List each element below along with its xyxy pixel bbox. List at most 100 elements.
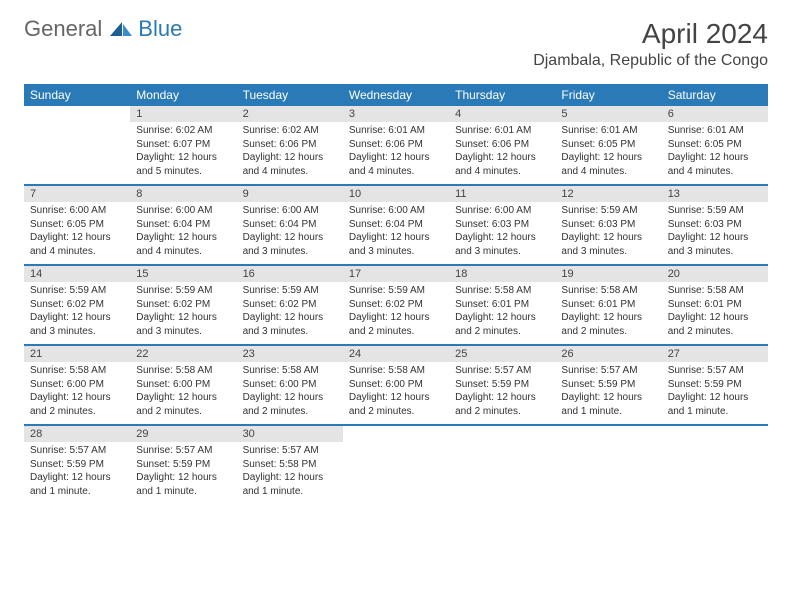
sunset-text: Sunset: 6:00 PM [243,378,337,392]
day-number: 1 [130,106,236,122]
sunset-text: Sunset: 6:06 PM [455,138,549,152]
day-number: 9 [237,186,343,202]
sunrise-text: Sunrise: 5:58 AM [136,364,230,378]
sunrise-text: Sunrise: 6:00 AM [136,204,230,218]
sunset-text: Sunset: 5:59 PM [561,378,655,392]
daylight-text: Daylight: 12 hours and 3 minutes. [455,231,549,258]
sunset-text: Sunset: 6:06 PM [243,138,337,152]
day-number: 15 [130,266,236,282]
day-cell: 19Sunrise: 5:58 AMSunset: 6:01 PMDayligh… [555,265,661,345]
day-details: Sunrise: 5:57 AMSunset: 5:59 PMDaylight:… [555,362,661,424]
day-number: 6 [662,106,768,122]
sunrise-text: Sunrise: 6:00 AM [30,204,124,218]
day-number: 8 [130,186,236,202]
sunrise-text: Sunrise: 5:59 AM [243,284,337,298]
day-number: 21 [24,346,130,362]
day-details: Sunrise: 5:58 AMSunset: 6:01 PMDaylight:… [449,282,555,344]
day-cell: 2Sunrise: 6:02 AMSunset: 6:06 PMDaylight… [237,106,343,185]
sunrise-text: Sunrise: 6:01 AM [561,124,655,138]
daylight-text: Daylight: 12 hours and 3 minutes. [243,231,337,258]
day-cell: 26Sunrise: 5:57 AMSunset: 5:59 PMDayligh… [555,345,661,425]
day-cell: 27Sunrise: 5:57 AMSunset: 5:59 PMDayligh… [662,345,768,425]
weekday-header: Friday [555,84,661,106]
day-details: Sunrise: 6:00 AMSunset: 6:04 PMDaylight:… [343,202,449,264]
day-details: Sunrise: 5:59 AMSunset: 6:02 PMDaylight:… [343,282,449,344]
day-number: 7 [24,186,130,202]
day-details: Sunrise: 5:57 AMSunset: 5:59 PMDaylight:… [449,362,555,424]
sunset-text: Sunset: 6:06 PM [349,138,443,152]
day-cell: 5Sunrise: 6:01 AMSunset: 6:05 PMDaylight… [555,106,661,185]
sunrise-text: Sunrise: 5:59 AM [561,204,655,218]
sunrise-text: Sunrise: 5:58 AM [243,364,337,378]
day-number: 29 [130,426,236,442]
title-block: April 2024 Djambala, Republic of the Con… [533,18,768,70]
day-cell [343,425,449,504]
daylight-text: Daylight: 12 hours and 1 minute. [668,391,762,418]
daylight-text: Daylight: 12 hours and 3 minutes. [561,231,655,258]
weekday-header: Tuesday [237,84,343,106]
calendar-week-row: 21Sunrise: 5:58 AMSunset: 6:00 PMDayligh… [24,345,768,425]
daylight-text: Daylight: 12 hours and 2 minutes. [349,391,443,418]
sunset-text: Sunset: 6:02 PM [349,298,443,312]
daylight-text: Daylight: 12 hours and 4 minutes. [243,151,337,178]
day-cell [24,106,130,185]
day-number: 10 [343,186,449,202]
day-details: Sunrise: 5:59 AMSunset: 6:03 PMDaylight:… [555,202,661,264]
day-cell [449,425,555,504]
sunrise-text: Sunrise: 5:57 AM [455,364,549,378]
day-cell: 21Sunrise: 5:58 AMSunset: 6:00 PMDayligh… [24,345,130,425]
sunrise-text: Sunrise: 5:59 AM [349,284,443,298]
sunset-text: Sunset: 6:03 PM [668,218,762,232]
day-cell: 12Sunrise: 5:59 AMSunset: 6:03 PMDayligh… [555,185,661,265]
day-cell: 20Sunrise: 5:58 AMSunset: 6:01 PMDayligh… [662,265,768,345]
day-cell: 22Sunrise: 5:58 AMSunset: 6:00 PMDayligh… [130,345,236,425]
day-details: Sunrise: 6:01 AMSunset: 6:06 PMDaylight:… [449,122,555,184]
day-cell: 4Sunrise: 6:01 AMSunset: 6:06 PMDaylight… [449,106,555,185]
day-number: 3 [343,106,449,122]
day-number: 25 [449,346,555,362]
day-details: Sunrise: 6:00 AMSunset: 6:05 PMDaylight:… [24,202,130,264]
sunrise-text: Sunrise: 6:00 AM [243,204,337,218]
sunset-text: Sunset: 5:58 PM [243,458,337,472]
day-number: 18 [449,266,555,282]
daylight-text: Daylight: 12 hours and 2 minutes. [136,391,230,418]
daylight-text: Daylight: 12 hours and 2 minutes. [455,311,549,338]
day-details: Sunrise: 5:59 AMSunset: 6:02 PMDaylight:… [24,282,130,344]
sunset-text: Sunset: 6:01 PM [668,298,762,312]
sail-icon [108,20,134,38]
day-number: 4 [449,106,555,122]
day-number: 27 [662,346,768,362]
sunrise-text: Sunrise: 6:01 AM [349,124,443,138]
sunrise-text: Sunrise: 5:58 AM [561,284,655,298]
day-number: 24 [343,346,449,362]
sunset-text: Sunset: 6:03 PM [455,218,549,232]
day-cell [662,425,768,504]
daylight-text: Daylight: 12 hours and 3 minutes. [243,311,337,338]
weekday-header: Saturday [662,84,768,106]
day-number: 17 [343,266,449,282]
daylight-text: Daylight: 12 hours and 2 minutes. [455,391,549,418]
location-subtitle: Djambala, Republic of the Congo [533,52,768,70]
day-details: Sunrise: 6:02 AMSunset: 6:07 PMDaylight:… [130,122,236,184]
day-details: Sunrise: 5:59 AMSunset: 6:02 PMDaylight:… [130,282,236,344]
day-details: Sunrise: 5:57 AMSunset: 5:58 PMDaylight:… [237,442,343,504]
day-cell: 7Sunrise: 6:00 AMSunset: 6:05 PMDaylight… [24,185,130,265]
sunset-text: Sunset: 6:01 PM [561,298,655,312]
month-title: April 2024 [533,18,768,50]
daylight-text: Daylight: 12 hours and 2 minutes. [243,391,337,418]
day-details: Sunrise: 5:58 AMSunset: 6:01 PMDaylight:… [555,282,661,344]
day-number: 30 [237,426,343,442]
day-cell: 16Sunrise: 5:59 AMSunset: 6:02 PMDayligh… [237,265,343,345]
day-details: Sunrise: 6:01 AMSunset: 6:05 PMDaylight:… [662,122,768,184]
day-cell: 3Sunrise: 6:01 AMSunset: 6:06 PMDaylight… [343,106,449,185]
day-details: Sunrise: 5:59 AMSunset: 6:03 PMDaylight:… [662,202,768,264]
day-details: Sunrise: 5:58 AMSunset: 6:00 PMDaylight:… [237,362,343,424]
sunrise-text: Sunrise: 6:00 AM [455,204,549,218]
daylight-text: Daylight: 12 hours and 1 minute. [30,471,124,498]
day-number: 2 [237,106,343,122]
day-cell: 25Sunrise: 5:57 AMSunset: 5:59 PMDayligh… [449,345,555,425]
day-details: Sunrise: 5:59 AMSunset: 6:02 PMDaylight:… [237,282,343,344]
day-details: Sunrise: 5:58 AMSunset: 6:00 PMDaylight:… [343,362,449,424]
daylight-text: Daylight: 12 hours and 2 minutes. [561,311,655,338]
sunset-text: Sunset: 6:04 PM [243,218,337,232]
